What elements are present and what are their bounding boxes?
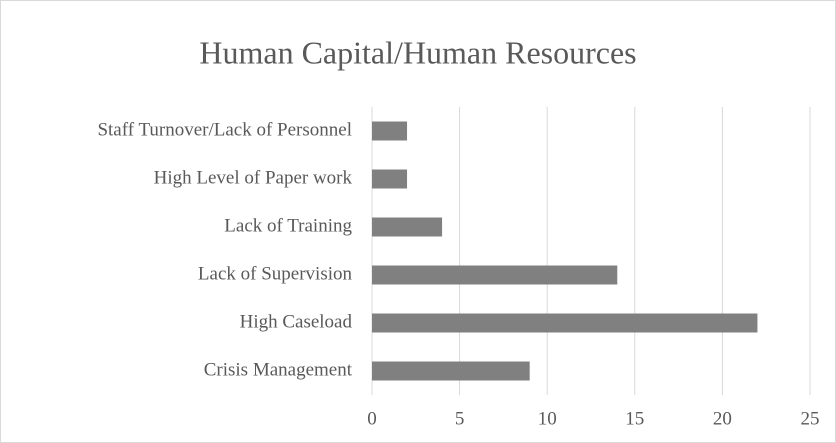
bar — [372, 169, 408, 189]
x-tick-label: 20 — [713, 408, 732, 429]
x-tick-label: 10 — [538, 408, 557, 429]
y-tick-label: Lack of Training — [224, 215, 352, 236]
bar — [372, 217, 443, 237]
x-tick-label: 5 — [455, 408, 465, 429]
y-tick-label: Crisis Management — [204, 359, 353, 380]
x-tick-label: 15 — [625, 408, 644, 429]
y-tick-label: High Caseload — [240, 311, 353, 332]
y-tick-label: Lack of Supervision — [198, 263, 353, 284]
bar — [372, 121, 408, 141]
bar — [372, 361, 530, 381]
bar — [372, 265, 618, 285]
bar — [372, 313, 758, 333]
chart-title: Human Capital/Human Resources — [199, 34, 636, 70]
y-tick-label: High Level of Paper work — [154, 167, 353, 188]
y-tick-label: Staff Turnover/Lack of Personnel — [97, 119, 352, 140]
x-tick-label: 0 — [367, 408, 377, 429]
x-tick-label: 25 — [801, 408, 820, 429]
